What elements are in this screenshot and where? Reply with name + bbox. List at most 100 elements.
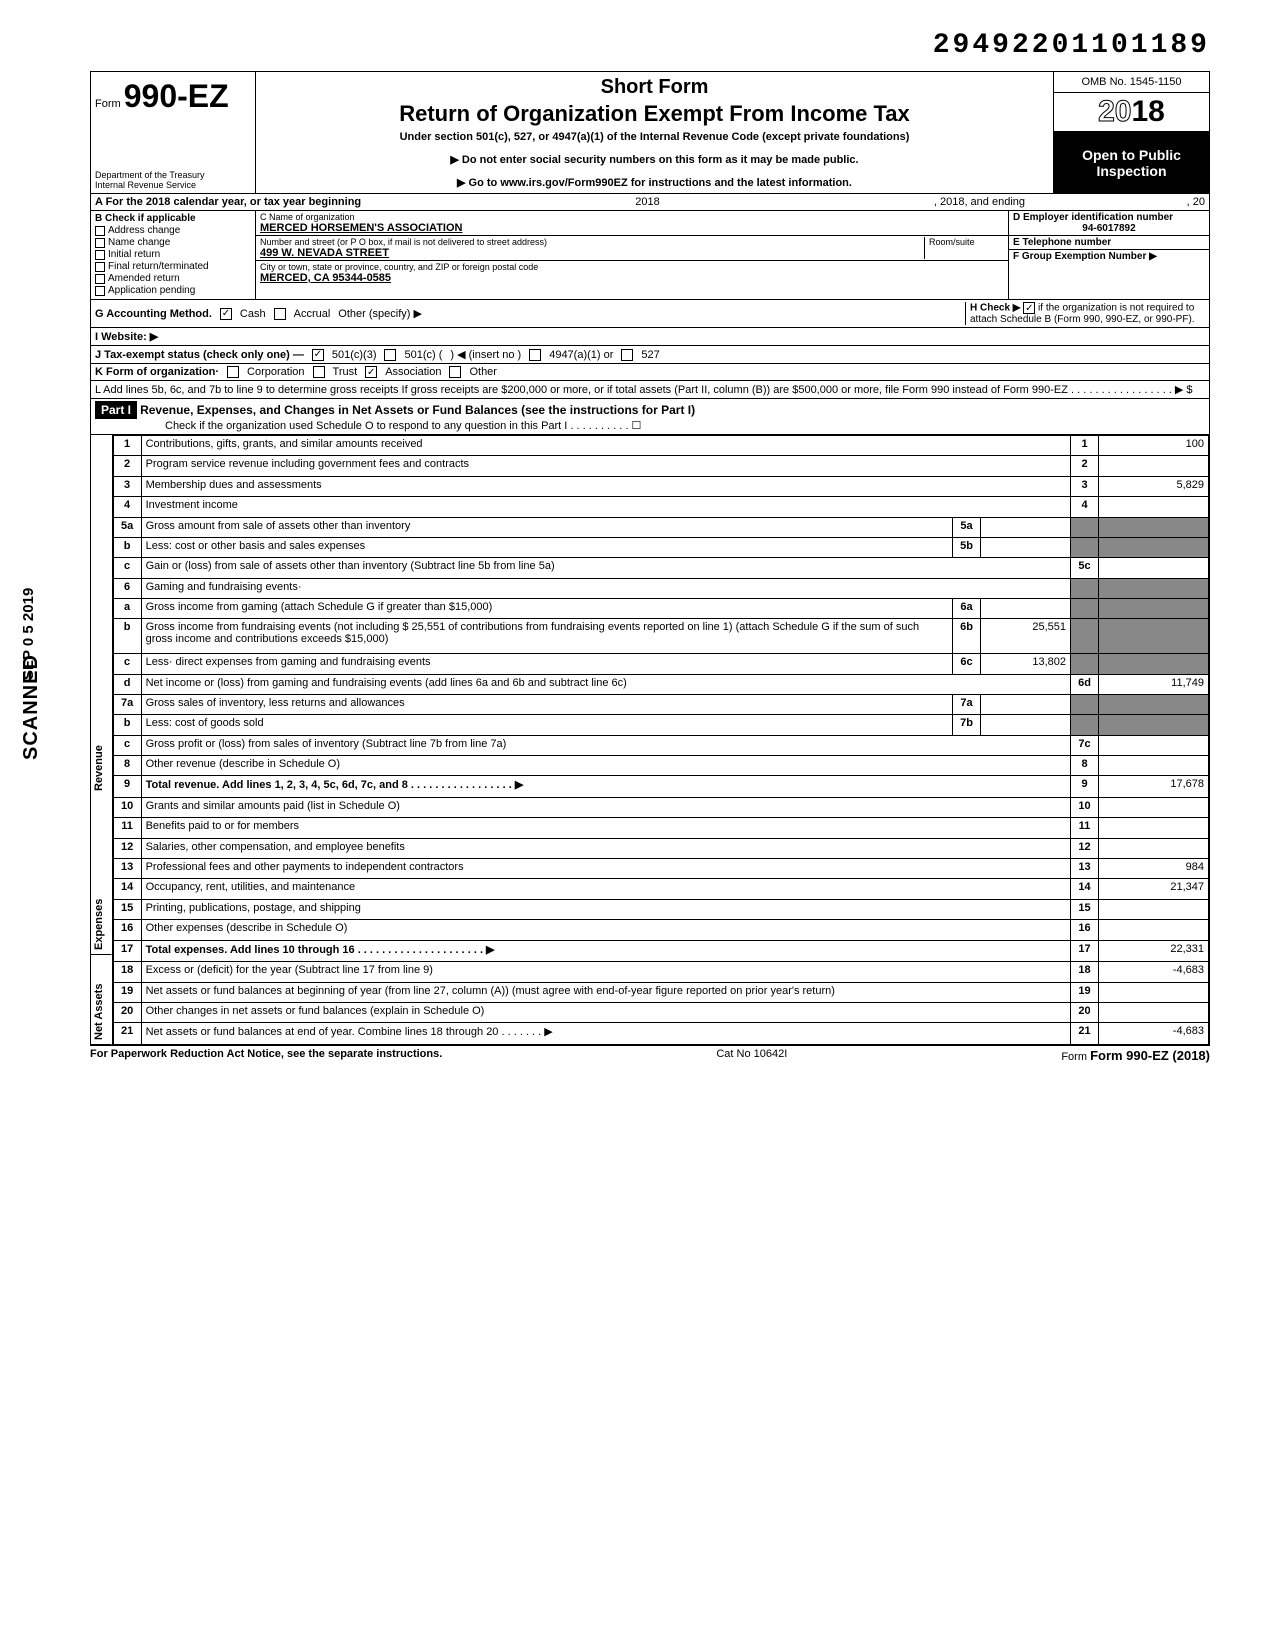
line-row: cGross profit or (loss) from sales of in… xyxy=(113,735,1208,755)
line-desc: Program service revenue including govern… xyxy=(141,456,1070,476)
chk-4947[interactable] xyxy=(529,349,541,361)
chk-accrual[interactable] xyxy=(274,308,286,320)
line-col: 16 xyxy=(1071,920,1099,940)
part1-header: Part I Revenue, Expenses, and Changes in… xyxy=(91,399,1209,435)
line-row: 6Gaming and fundraising events· xyxy=(113,578,1208,598)
line-desc: Less· direct expenses from gaming and fu… xyxy=(141,654,952,674)
city-label: City or town, state or province, country… xyxy=(260,262,1004,272)
line-col: 5c xyxy=(1071,558,1099,578)
line-num: 14 xyxy=(113,879,141,899)
line-row: 13Professional fees and other payments t… xyxy=(113,859,1208,879)
chk-final-return[interactable]: Final return/terminated xyxy=(95,261,251,272)
line-num: b xyxy=(113,715,141,735)
line-col: 6d xyxy=(1071,674,1099,694)
line-col: 10 xyxy=(1071,797,1099,817)
ein-value: 94-6017892 xyxy=(1013,223,1205,234)
line-desc: Occupancy, rent, utilities, and maintena… xyxy=(141,879,1070,899)
line-num: c xyxy=(113,735,141,755)
line-desc: Membership dues and assessments xyxy=(141,476,1070,496)
line-desc: Other changes in net assets or fund bala… xyxy=(141,1002,1070,1022)
chk-name-change[interactable]: Name change xyxy=(95,237,251,248)
org-name-label: C Name of organization xyxy=(260,212,1004,222)
row-l: L Add lines 5b, 6c, and 7b to line 9 to … xyxy=(91,381,1209,399)
line-row: 4Investment income4 xyxy=(113,497,1208,517)
chk-corp[interactable] xyxy=(227,366,239,378)
line-amt xyxy=(1099,497,1209,517)
chk-application-pending[interactable]: Application pending xyxy=(95,285,251,296)
line-subnum: 5b xyxy=(953,537,981,557)
line-desc: Gross sales of inventory, less returns a… xyxy=(141,694,952,714)
line-num: 3 xyxy=(113,476,141,496)
chk-address-change[interactable]: Address change xyxy=(95,225,251,236)
form-header: Form 990-EZ Department of the Treasury I… xyxy=(91,72,1209,194)
line-num: 1 xyxy=(113,436,141,456)
dept-label: Department of the Treasury Internal Reve… xyxy=(95,171,251,191)
line-row: 1Contributions, gifts, grants, and simil… xyxy=(113,436,1208,456)
line-desc: Grants and similar amounts paid (list in… xyxy=(141,797,1070,817)
line-amt xyxy=(1099,558,1209,578)
side-netassets: Net Assets xyxy=(91,955,112,1045)
line-col: 13 xyxy=(1071,859,1099,879)
line-desc: Gross income from fundraising events (no… xyxy=(141,619,952,654)
form-number-label: Form 990-EZ xyxy=(95,78,251,115)
chk-initial-return[interactable]: Initial return xyxy=(95,249,251,260)
line-num: 2 xyxy=(113,456,141,476)
omb-number: OMB No. 1545-1150 xyxy=(1054,72,1209,93)
line-subamt xyxy=(981,599,1071,619)
hint-ssn: ▶ Do not enter social security numbers o… xyxy=(262,153,1047,166)
line-row: 7aGross sales of inventory, less returns… xyxy=(113,694,1208,714)
line-row: 10Grants and similar amounts paid (list … xyxy=(113,797,1208,817)
org-info: C Name of organization MERCED HORSEMEN'S… xyxy=(256,211,1009,299)
line-col: 11 xyxy=(1071,818,1099,838)
line-desc: Salaries, other compensation, and employ… xyxy=(141,838,1070,858)
chk-527[interactable] xyxy=(621,349,633,361)
line-num: 10 xyxy=(113,797,141,817)
row-a-tax-year: A For the 2018 calendar year, or tax yea… xyxy=(91,194,1209,211)
line-desc: Investment income xyxy=(141,497,1070,517)
date-stamp: SEP 0 5 2019 xyxy=(20,588,37,680)
row-j-tax-status: J Tax-exempt status (check only one) — ✓… xyxy=(91,346,1209,364)
line-col: 4 xyxy=(1071,497,1099,517)
chk-501c3[interactable]: ✓ xyxy=(312,349,324,361)
line-num: 20 xyxy=(113,1002,141,1022)
line-row: 17Total expenses. Add lines 10 through 1… xyxy=(113,940,1208,962)
line-subamt xyxy=(981,517,1071,537)
document-number: 29492201101189 xyxy=(90,30,1210,61)
line-desc: Excess or (deficit) for the year (Subtra… xyxy=(141,962,1070,982)
line-num: d xyxy=(113,674,141,694)
org-city: MERCED, CA 95344-0585 xyxy=(260,272,1004,284)
form-990ez: Form 990-EZ Department of the Treasury I… xyxy=(90,71,1210,1046)
line-row: cLess· direct expenses from gaming and f… xyxy=(113,654,1208,674)
line-col: 3 xyxy=(1071,476,1099,496)
line-col: 2 xyxy=(1071,456,1099,476)
line-num: a xyxy=(113,599,141,619)
line-row: 15Printing, publications, postage, and s… xyxy=(113,899,1208,919)
line-amt: 22,331 xyxy=(1099,940,1209,962)
line-num: b xyxy=(113,619,141,654)
chk-assoc[interactable]: ✓ xyxy=(365,366,377,378)
line-amt: 984 xyxy=(1099,859,1209,879)
line-row: cGain or (loss) from sale of assets othe… xyxy=(113,558,1208,578)
line-amt: 21,347 xyxy=(1099,879,1209,899)
chk-other[interactable] xyxy=(449,366,461,378)
chk-trust[interactable] xyxy=(313,366,325,378)
line-num: b xyxy=(113,537,141,557)
line-subamt: 25,551 xyxy=(981,619,1071,654)
line-amt: 100 xyxy=(1099,436,1209,456)
line-desc: Net income or (loss) from gaming and fun… xyxy=(141,674,1070,694)
chk-501c[interactable] xyxy=(384,349,396,361)
row-i-website: I Website: ▶ xyxy=(91,328,1209,346)
line-desc: Contributions, gifts, grants, and simila… xyxy=(141,436,1070,456)
line-subnum: 6a xyxy=(953,599,981,619)
line-amt xyxy=(1099,838,1209,858)
line-desc: Other revenue (describe in Schedule O) xyxy=(141,756,1070,776)
chk-amended-return[interactable]: Amended return xyxy=(95,273,251,284)
line-desc: Professional fees and other payments to … xyxy=(141,859,1070,879)
chk-cash[interactable]: ✓ xyxy=(220,308,232,320)
hint-url: ▶ Go to www.irs.gov/Form990EZ for instru… xyxy=(262,176,1047,189)
page-footer: For Paperwork Reduction Act Notice, see … xyxy=(90,1046,1210,1065)
addr-label: Number and street (or P O box, if mail i… xyxy=(260,237,924,247)
line-subnum: 6b xyxy=(953,619,981,654)
chk-h[interactable]: ✓ xyxy=(1023,302,1035,314)
line-subamt: 13,802 xyxy=(981,654,1071,674)
